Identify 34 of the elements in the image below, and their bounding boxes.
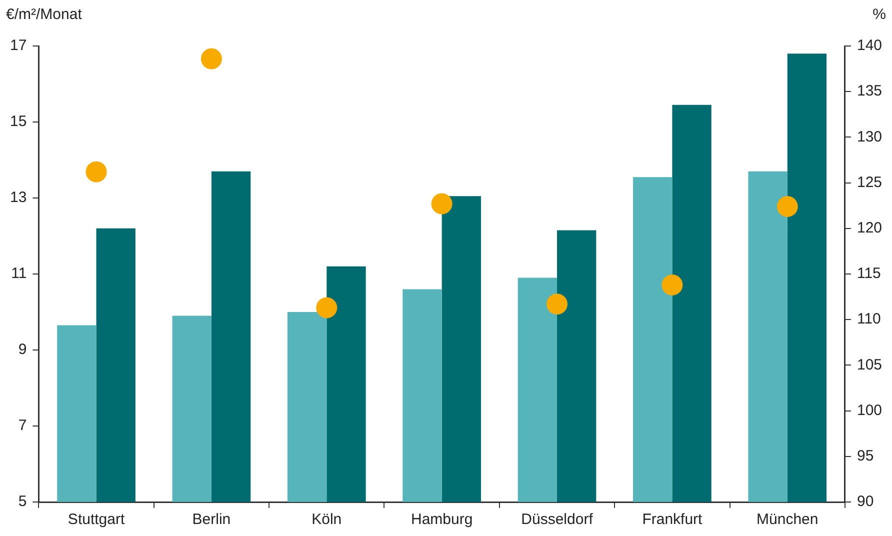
x-tick-label: Frankfurt bbox=[642, 511, 704, 528]
y-tick-label: 5 bbox=[18, 493, 27, 510]
point bbox=[86, 161, 107, 182]
y-tick-label: 17 bbox=[10, 37, 27, 54]
y-tick-label: 9 bbox=[18, 341, 27, 358]
point bbox=[431, 193, 452, 214]
y2-tick-label: 105 bbox=[856, 356, 882, 374]
y-tick-label: 13 bbox=[10, 189, 27, 206]
y2-tick-label: 120 bbox=[856, 220, 882, 237]
y-tick-label: 15 bbox=[10, 113, 27, 130]
y2-axis-title: % bbox=[872, 6, 886, 23]
x-tick-label: München bbox=[756, 511, 818, 528]
y2-tick-label: 95 bbox=[856, 448, 874, 465]
x-tick-label: Berlin bbox=[192, 511, 231, 528]
y2-tick-label: 125 bbox=[856, 174, 882, 191]
point bbox=[776, 196, 798, 218]
y2-tick-label: 110 bbox=[856, 310, 881, 328]
y-tick-label: 7 bbox=[18, 417, 27, 434]
y-tick-label: 11 bbox=[11, 265, 27, 282]
y2-tick-label: 140 bbox=[856, 37, 882, 54]
x-tick-label: Stuttgart bbox=[68, 511, 126, 528]
point bbox=[200, 48, 222, 70]
x-tick-label: Düsseldorf bbox=[521, 511, 594, 528]
y2-tick-label: 115 bbox=[856, 265, 881, 282]
point bbox=[546, 294, 568, 315]
point bbox=[316, 297, 338, 318]
y2-tick-label: 90 bbox=[856, 493, 874, 510]
y2-tick-label: 130 bbox=[856, 128, 882, 146]
x-tick-label: Köln bbox=[312, 511, 342, 528]
point bbox=[662, 274, 683, 296]
x-tick-label: Hamburg bbox=[410, 511, 473, 528]
y2-tick-label: 100 bbox=[856, 402, 882, 419]
y2-tick-label: 135 bbox=[856, 82, 882, 100]
y-axis-title: €/m²/Monat bbox=[6, 6, 82, 23]
